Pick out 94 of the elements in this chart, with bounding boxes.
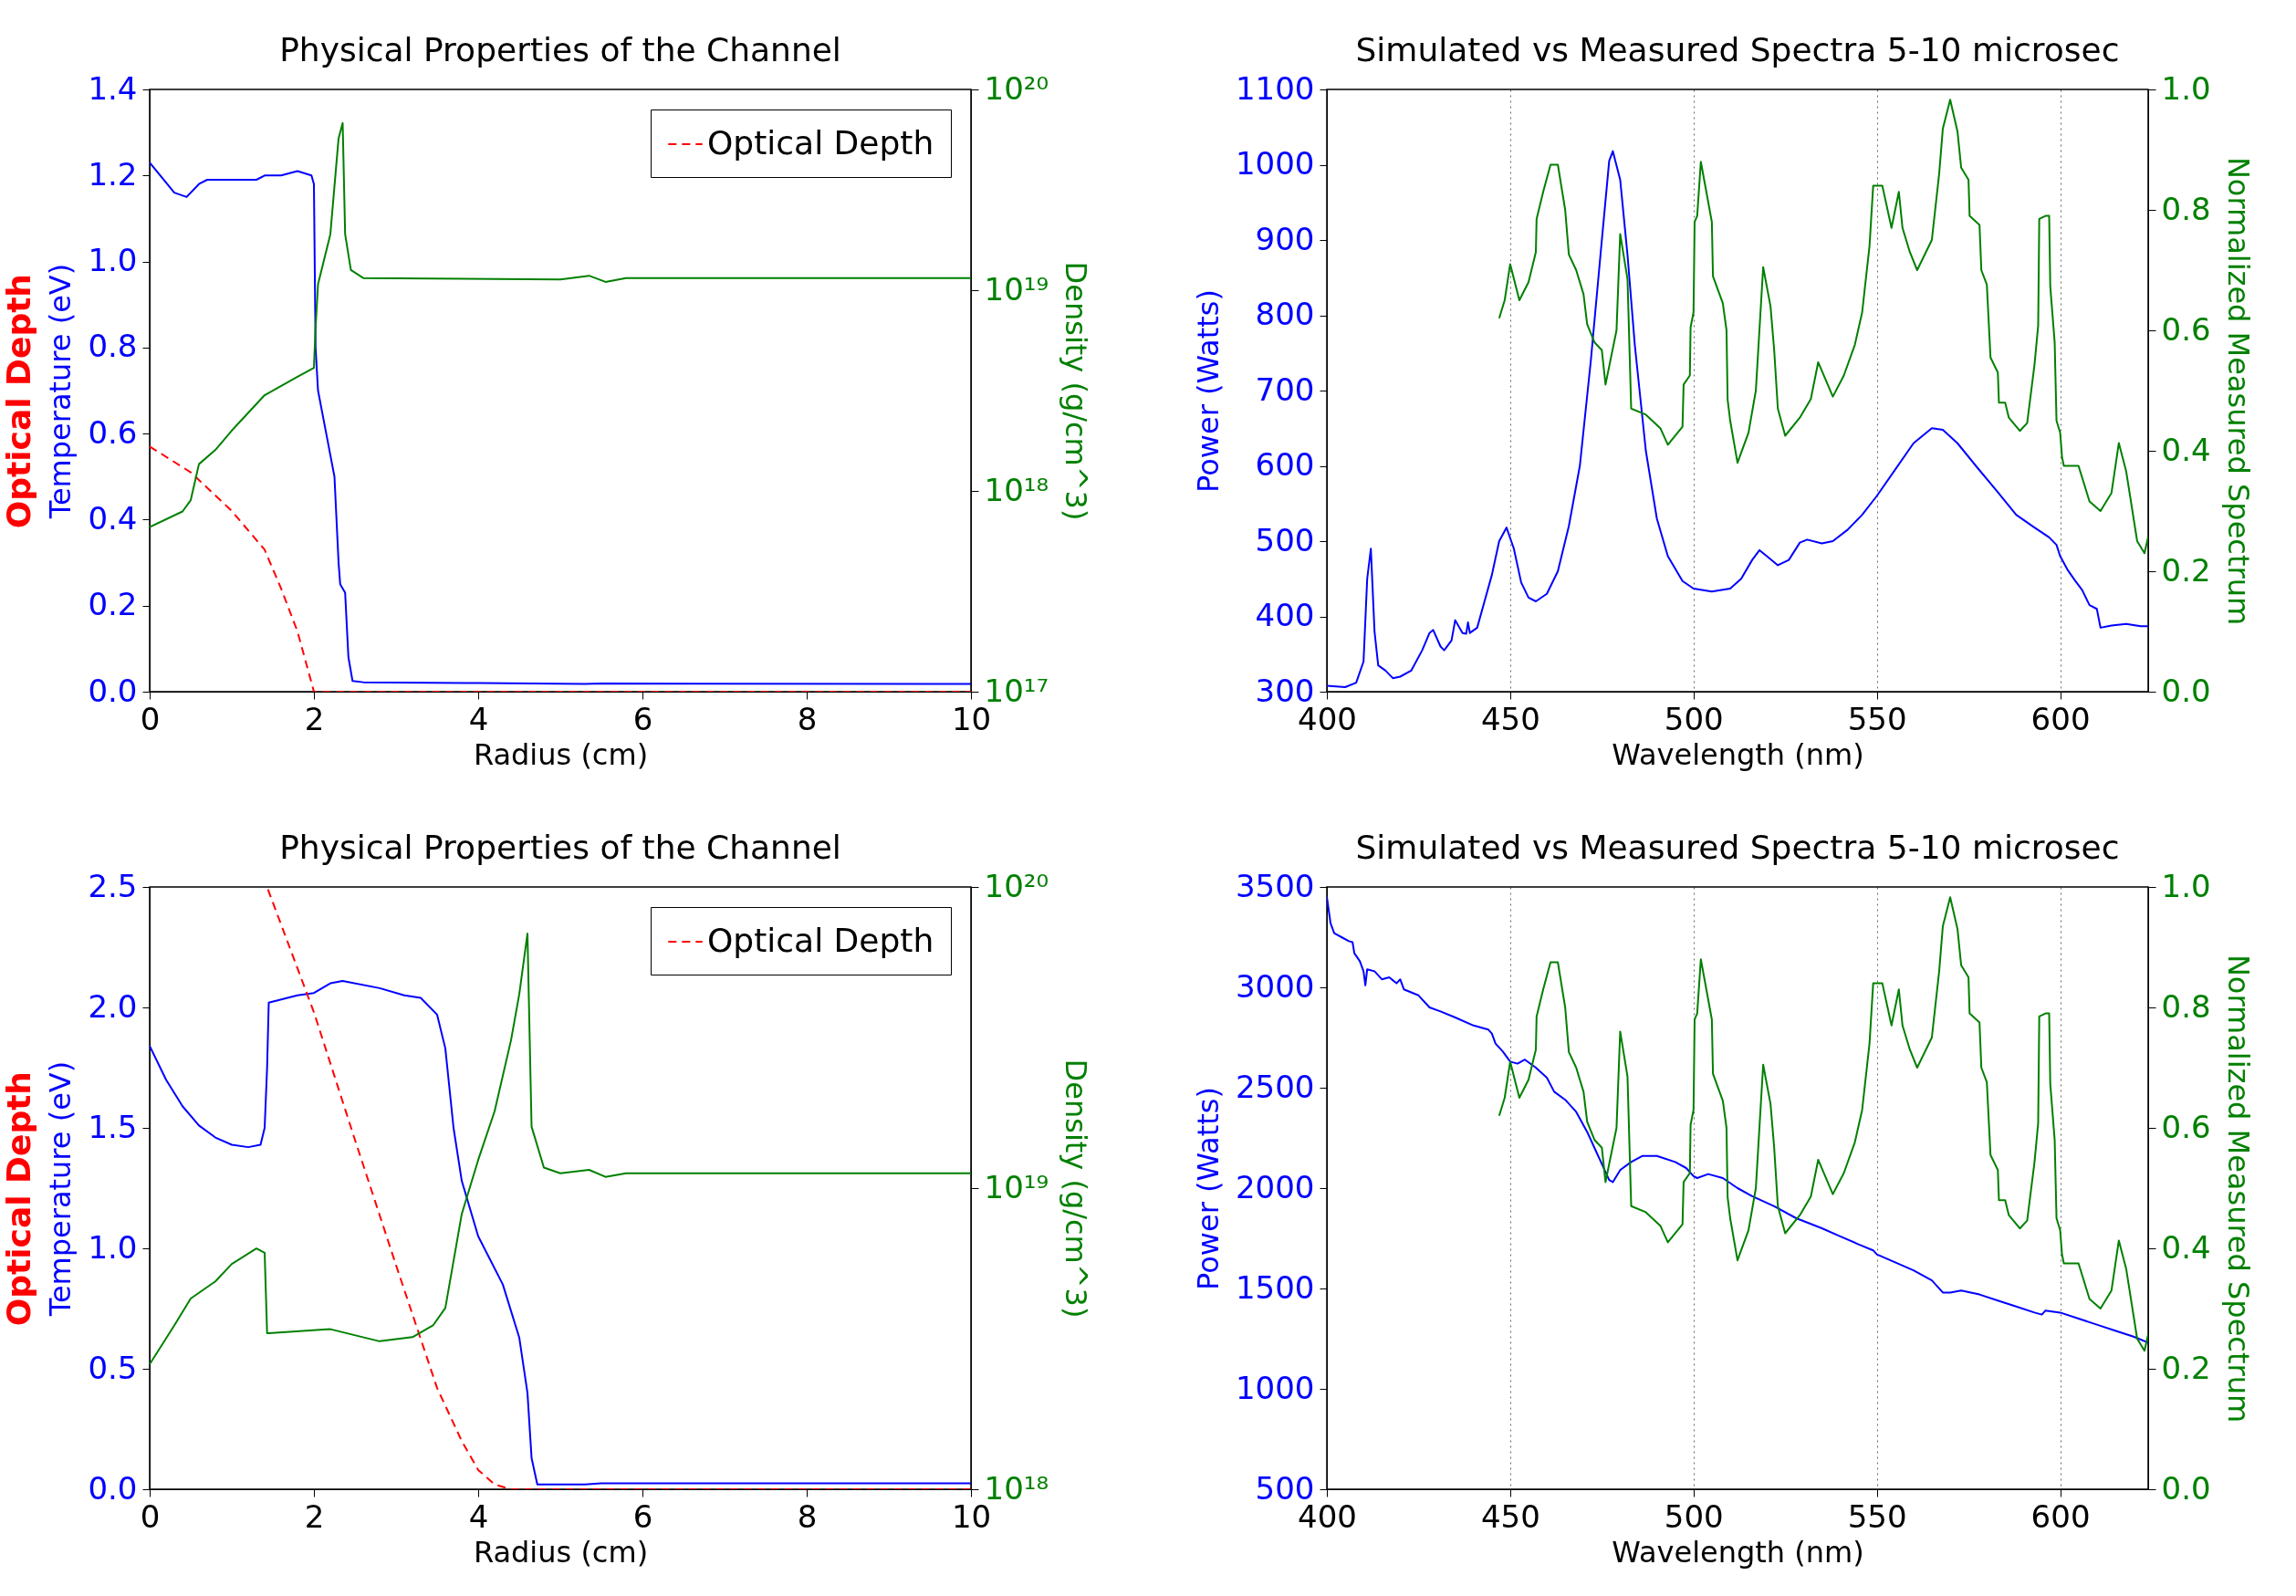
- y2-tick-label: 0.8: [2161, 987, 2211, 1024]
- x-tick-label: 550: [1847, 700, 1907, 736]
- y-tick-label: 0.5: [88, 1349, 138, 1385]
- line-series: [1498, 895, 2148, 1351]
- x-tick-label: 4: [468, 700, 489, 736]
- y-tick-label: 0.4: [88, 499, 138, 537]
- x-tick-label: 8: [797, 700, 818, 736]
- y2-tick-label: 10²⁰: [984, 69, 1049, 106]
- x-tick-label: 600: [2030, 1497, 2091, 1534]
- y-tick-label: 0.8: [88, 327, 138, 364]
- x-axis-title: Radius (cm): [473, 1534, 649, 1569]
- legend-label: Optical Depth: [707, 123, 934, 162]
- y2-tick-label: 10²⁰: [984, 867, 1049, 903]
- y-tick-label: 500: [1255, 521, 1315, 558]
- y-tick-label: 400: [1255, 596, 1315, 633]
- line-series: [150, 161, 971, 685]
- y-tick-label: 700: [1255, 370, 1315, 407]
- y-tick-label: 0.6: [88, 413, 138, 451]
- y2-axis-title: Normalized Measured Spectrum: [2220, 954, 2256, 1423]
- y-tick-label: 1.2: [88, 155, 138, 193]
- y-tick-label: 2500: [1235, 1068, 1315, 1104]
- legend-label: Optical Depth: [707, 921, 934, 959]
- x-tick-label: 6: [632, 700, 653, 736]
- y2-tick-label: 1.0: [2161, 867, 2211, 903]
- y2-tick-label: 10¹⁹: [984, 1168, 1049, 1205]
- x-axis-title: Radius (cm): [473, 736, 649, 771]
- y-tick-label: 0.0: [88, 672, 138, 708]
- x-tick-label: 0: [140, 700, 161, 736]
- chart-title: Physical Properties of the Channel: [279, 30, 841, 68]
- y2-axis-title: Normalized Measured Spectrum: [2220, 156, 2256, 625]
- y-tick-label: 2.5: [88, 867, 138, 903]
- y2-tick-label: 10¹⁷: [984, 672, 1049, 708]
- line-series: [1327, 895, 2148, 1343]
- text: Optical Depth: [0, 274, 37, 529]
- line-series: [1498, 98, 2148, 554]
- y-tick-label: 0.0: [88, 1469, 138, 1506]
- y-axis-title: Temperature (eV): [43, 263, 78, 519]
- y-tick-label: 1500: [1235, 1268, 1315, 1305]
- y-tick-label: 1000: [1235, 144, 1315, 182]
- y2-tick-label: 0.2: [2161, 1349, 2211, 1385]
- x-axis-title: Wavelength (nm): [1612, 736, 1864, 771]
- x-tick-label: 0: [140, 1497, 161, 1534]
- y-tick-label: 3000: [1235, 967, 1315, 1004]
- y2-tick-label: 0.2: [2161, 551, 2211, 588]
- x-axis-title: Wavelength (nm): [1612, 1534, 1864, 1569]
- y2-axis-title: Density (g/cm^3): [1059, 261, 1094, 520]
- y2-tick-label: 10¹⁸: [984, 1469, 1049, 1506]
- x-tick-label: 450: [1480, 1497, 1540, 1534]
- line-series: [150, 979, 971, 1486]
- y2-tick-label: 1.0: [2161, 69, 2211, 106]
- x-tick-label: 550: [1847, 1497, 1907, 1534]
- y-tick-label: 1000: [1235, 1369, 1315, 1405]
- y-tick-label: 3500: [1235, 867, 1315, 903]
- y-tick-label: 1100: [1235, 69, 1315, 106]
- y-tick-label: 800: [1255, 295, 1315, 332]
- y-axis-title: Power (Watts): [1190, 1086, 1226, 1290]
- y-tick-label: 1.0: [88, 1228, 138, 1265]
- y-tick-label: 500: [1255, 1469, 1315, 1506]
- x-tick-label: 500: [1664, 700, 1724, 736]
- y-tick-label: 300: [1255, 672, 1315, 708]
- y-tick-label: 0.2: [88, 585, 138, 622]
- y-axis-title: Power (Watts): [1190, 288, 1226, 493]
- x-tick-label: 8: [797, 1497, 818, 1534]
- y2-tick-label: 0.8: [2161, 190, 2211, 226]
- y-axis-title: Temperature (eV): [43, 1060, 78, 1317]
- y-tick-label: 2000: [1235, 1168, 1315, 1205]
- y2-axis-title: Density (g/cm^3): [1059, 1059, 1094, 1318]
- x-tick-label: 450: [1480, 700, 1540, 736]
- x-tick-label: 600: [2030, 700, 2091, 736]
- y2-tick-label: 10¹⁹: [984, 270, 1049, 307]
- y-tick-label: 1.4: [88, 69, 138, 106]
- x-tick-label: 500: [1664, 1497, 1724, 1534]
- chart-title: Physical Properties of the Channel: [279, 828, 841, 866]
- line-series: [1327, 150, 2148, 688]
- y-tick-label: 1.5: [88, 1108, 138, 1144]
- x-tick-label: 4: [468, 1497, 489, 1534]
- y2-tick-label: 10¹⁸: [984, 471, 1049, 507]
- chart-title: Simulated vs Measured Spectra 5-10 microsec: [1355, 30, 2120, 68]
- text: Optical Depth: [0, 1071, 37, 1327]
- y-tick-label: 600: [1255, 445, 1315, 483]
- y-tick-label: 900: [1255, 220, 1315, 256]
- y2-tick-label: 0.6: [2161, 310, 2211, 347]
- y-tick-label: 1.0: [88, 241, 138, 278]
- x-tick-label: 6: [632, 1497, 653, 1534]
- y2-tick-label: 0.6: [2161, 1108, 2211, 1144]
- line-series: [150, 121, 971, 528]
- y2-tick-label: 0.4: [2161, 431, 2211, 467]
- x-tick-label: 2: [304, 700, 325, 736]
- y2-tick-label: 0.4: [2161, 1228, 2211, 1265]
- x-tick-label: 2: [304, 1497, 325, 1534]
- y2-tick-label: 0.0: [2161, 672, 2211, 708]
- y-tick-label: 2.0: [88, 987, 138, 1024]
- y2-tick-label: 0.0: [2161, 1469, 2211, 1506]
- chart-title: Simulated vs Measured Spectra 5-10 microsec: [1355, 828, 2120, 866]
